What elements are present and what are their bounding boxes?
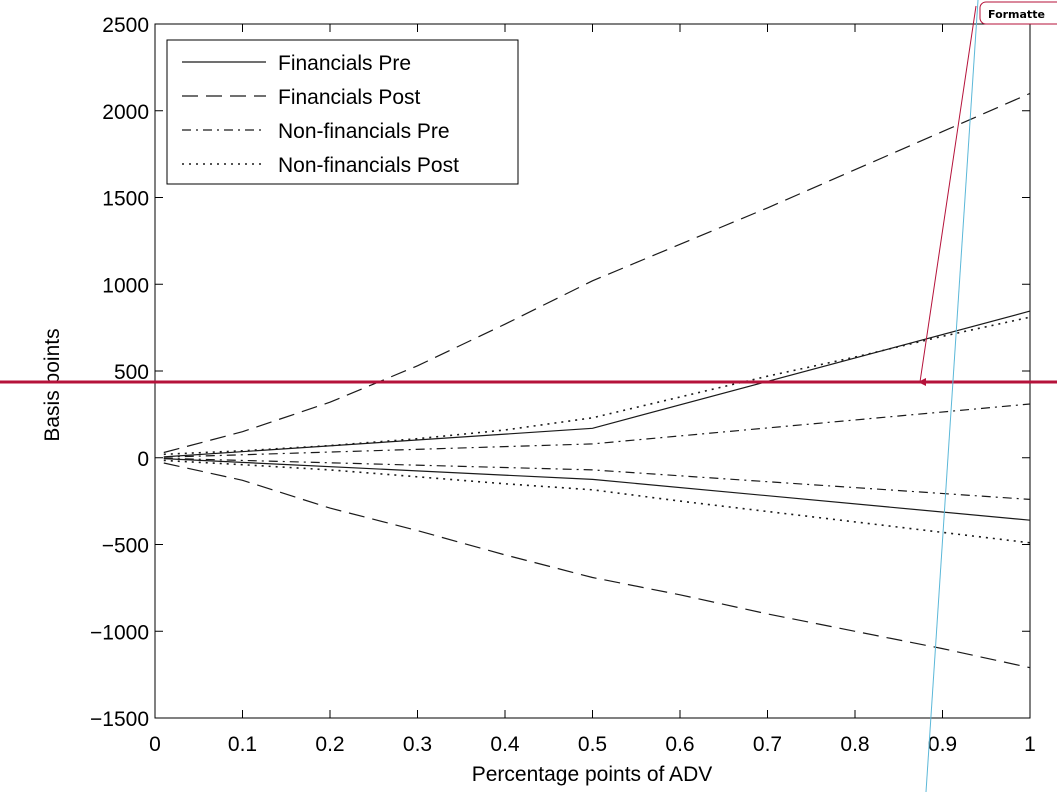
series-line-0-lower	[163, 458, 1031, 521]
y-tick-label: 1500	[102, 188, 149, 211]
legend-label: Financials Post	[278, 86, 421, 109]
legend-label: Non-financials Post	[278, 154, 459, 177]
legend-label: Non-financials Pre	[278, 120, 450, 143]
x-tick-label: 0.3	[403, 733, 432, 756]
y-tick-label: 2000	[102, 101, 149, 124]
x-axis-label: Percentage points of ADV	[472, 763, 713, 786]
x-tick-label: 0.4	[490, 733, 520, 756]
y-tick-label: −1500	[90, 708, 149, 731]
y-tick-label: 0	[137, 448, 149, 471]
x-tick-label: 0.6	[665, 733, 694, 756]
series-line-0-upper	[163, 310, 1031, 458]
marker-line	[925, 0, 979, 792]
y-tick-labels: −1500 −1000 −500 0 500 1000 1500 2000 2500	[90, 14, 149, 731]
comment-connector	[919, 5, 977, 383]
legend-label: Financials Pre	[278, 52, 411, 75]
legend: Financials Pre Financials Post Non-financi…	[166, 39, 519, 185]
y-tick-label: 1000	[102, 274, 149, 297]
y-tick-label: −1000	[90, 621, 149, 644]
comment-label: Formatte	[988, 8, 1045, 21]
plot-area: 0 0.1 0.2 0.3 0.4 0.5 0.6 0.7 0.8 0.9 1 −1500 −1000…	[90, 14, 1036, 756]
x-tick-label: 0.5	[578, 733, 607, 756]
x-tick-label: 0	[149, 733, 161, 756]
comment-balloon[interactable]: Formatte	[979, 1, 1057, 25]
axis-ticks	[154, 23, 1031, 719]
y-tick-label: 500	[114, 361, 149, 384]
x-tick-label: 0.2	[315, 733, 344, 756]
comment-box[interactable]	[979, 1, 1057, 25]
series-lines	[163, 92, 1031, 669]
y-axis-label: Basis points	[41, 328, 64, 441]
x-tick-label: 0.8	[840, 733, 869, 756]
legend-box	[166, 39, 519, 185]
x-tick-label: 1	[1024, 733, 1036, 756]
series-line-3-lower	[163, 459, 1031, 544]
y-tick-label: 2500	[102, 14, 149, 37]
series-line-2-upper	[163, 403, 1031, 458]
series-line-2-lower	[163, 457, 1031, 500]
x-tick-label: 0.1	[228, 733, 257, 756]
x-tick-labels: 0 0.1 0.2 0.3 0.4 0.5 0.6 0.7 0.8 0.9 1	[149, 733, 1036, 756]
x-tick-label: 0.9	[928, 733, 957, 756]
series-line-1-upper	[163, 92, 1031, 454]
x-tick-label: 0.7	[753, 733, 782, 756]
series-line-3-upper	[163, 316, 1031, 456]
connector-arrow-icon	[918, 378, 926, 386]
series-line-1-lower	[163, 462, 1031, 669]
y-tick-label: −500	[102, 535, 149, 558]
